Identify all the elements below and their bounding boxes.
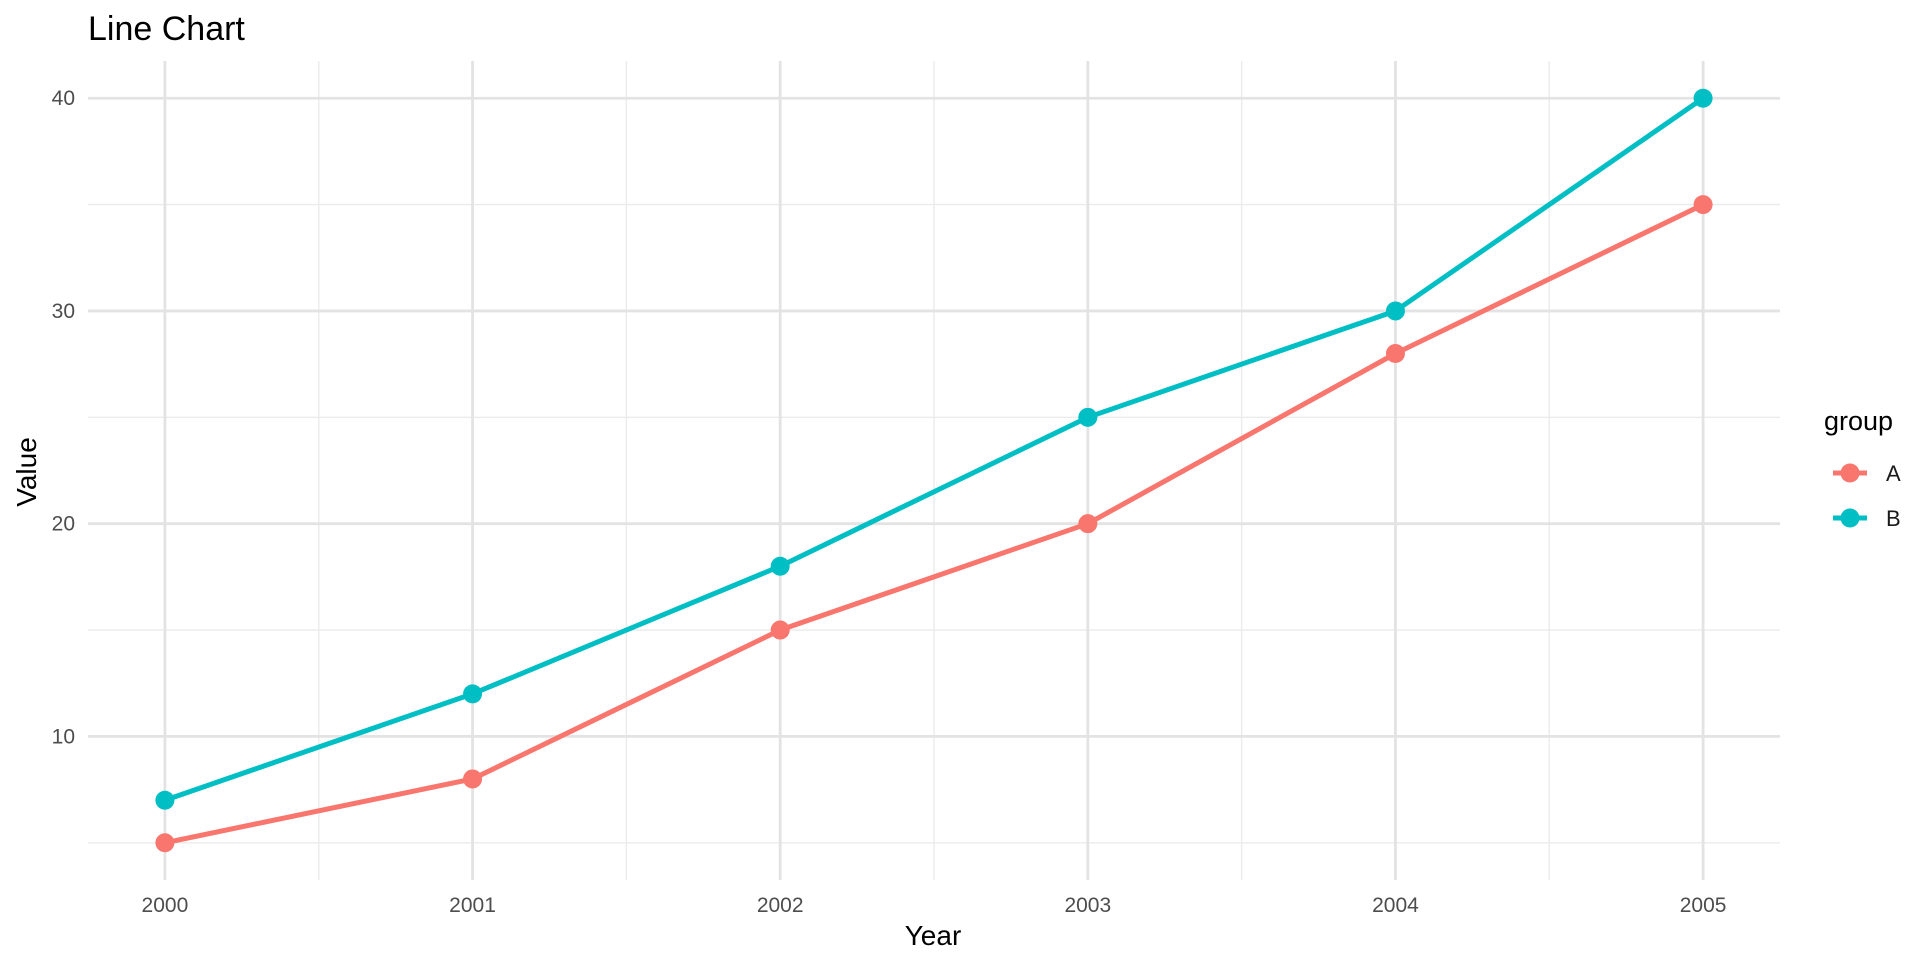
legend-item-b: B: [1833, 506, 1901, 531]
legend-label: A: [1886, 461, 1901, 486]
data-point-b: [770, 556, 790, 576]
series-line-b: [162, 95, 1706, 803]
y-tick-label: 20: [52, 513, 75, 536]
x-axis-title: Year: [905, 920, 962, 951]
legend-title: group: [1824, 406, 1893, 436]
series-layer: [155, 88, 1713, 853]
legend-item-a: A: [1833, 461, 1901, 486]
x-tick-label: 2001: [449, 894, 496, 917]
y-tick-label: 30: [52, 300, 75, 323]
data-point-b: [1078, 407, 1098, 427]
x-tick-label: 2005: [1680, 894, 1727, 917]
legend-key-point: [1840, 463, 1860, 483]
legend-key-point: [1840, 508, 1860, 528]
y-axis-ticks: 10 20 30 40: [52, 87, 75, 748]
y-tick-label: 40: [52, 87, 75, 110]
series-line-a: [162, 202, 1706, 846]
x-tick-label: 2002: [757, 894, 804, 917]
y-tick-label: 10: [52, 725, 75, 748]
data-point-b: [1693, 88, 1713, 108]
data-point-a: [155, 833, 175, 853]
x-tick-label: 2000: [142, 894, 189, 917]
data-point-a: [463, 769, 483, 789]
data-point-b: [155, 790, 175, 810]
y-axis-title: Value: [11, 437, 42, 507]
series-a: [155, 195, 1713, 853]
data-point-a: [1385, 344, 1405, 363]
grid: [88, 61, 1780, 880]
data-point-b: [463, 684, 483, 704]
data-point-a: [1693, 195, 1713, 215]
x-tick-label: 2003: [1064, 894, 1111, 917]
chart-title: Line Chart: [88, 10, 245, 48]
series-b: [155, 88, 1713, 810]
data-point-b: [1385, 301, 1405, 321]
legend: group AB: [1824, 406, 1901, 531]
data-point-a: [1078, 514, 1098, 534]
data-point-a: [770, 620, 790, 640]
legend-label: B: [1886, 506, 1901, 531]
x-tick-label: 2004: [1372, 894, 1419, 917]
x-axis-ticks: 2000 2001 2002 2003 2004 2005: [142, 894, 1727, 917]
